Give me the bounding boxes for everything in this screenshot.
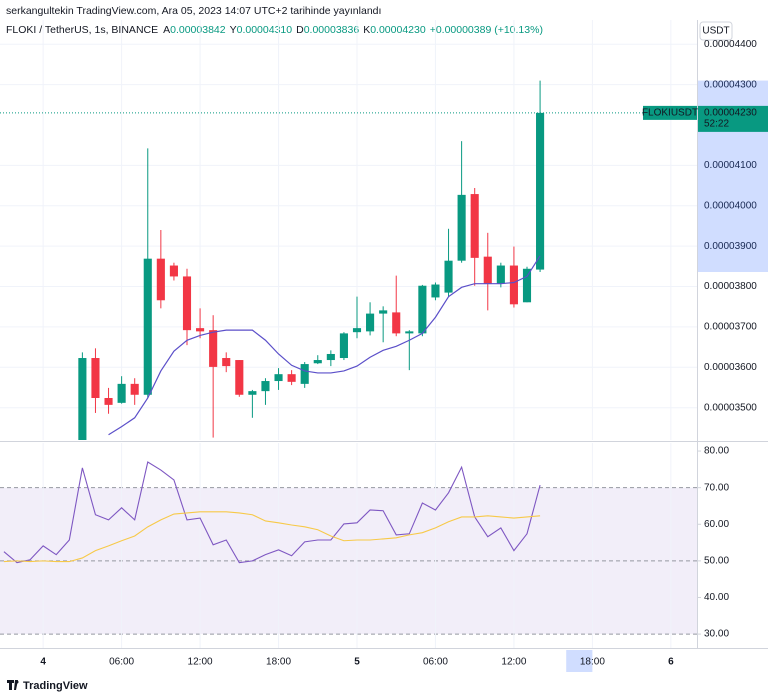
candle-body xyxy=(117,383,126,403)
candle-body xyxy=(522,268,532,303)
candle-body xyxy=(339,333,348,359)
x-tick-label: 06:00 xyxy=(423,657,448,668)
ohlc-label: A xyxy=(163,24,170,36)
y-tick-label: 0.00003900 xyxy=(704,241,757,252)
y-tick-label: 0.00004400 xyxy=(704,39,757,50)
plot xyxy=(0,20,697,440)
candle-body xyxy=(418,285,427,334)
y-tick-label: 60.00 xyxy=(704,519,729,530)
x-tick-label: 06:00 xyxy=(109,657,134,668)
candle-body xyxy=(130,383,139,395)
symbol-title: FLOKI / TetherUS, 1s, BINANCE xyxy=(6,24,158,36)
ohlc-value: 0.00003836 xyxy=(304,24,360,36)
x-tick-label: 5 xyxy=(354,657,360,668)
publisher: serkangultekin TradingView.com, Ara 05, … xyxy=(6,5,381,17)
ohlc-label: K xyxy=(363,24,370,36)
candle-body xyxy=(431,284,440,298)
x-tick-label: 18:00 xyxy=(580,657,605,668)
y-tick-label: 0.00003800 xyxy=(704,281,757,292)
candle-body xyxy=(366,313,375,332)
ohlc-label: Y xyxy=(230,24,237,36)
currency: USDT xyxy=(702,26,729,37)
candle-body xyxy=(405,331,414,334)
brand-logo xyxy=(7,680,19,690)
candle-body xyxy=(536,112,545,270)
candle-body xyxy=(248,391,257,395)
x-tick-label: 4 xyxy=(40,657,46,668)
countdown: 52:22 xyxy=(704,119,729,130)
candle-body xyxy=(287,374,296,382)
ohlc-value: 0.00004310 xyxy=(237,24,293,36)
candle-body xyxy=(78,358,87,440)
candle-body xyxy=(457,194,466,261)
ohlc-label: D xyxy=(296,24,304,36)
x-tick-label: 6 xyxy=(668,657,674,668)
last-price-box xyxy=(698,105,768,132)
rsi-ma-line xyxy=(3,511,541,563)
candle-body xyxy=(496,265,505,284)
candle-body xyxy=(261,381,270,392)
y-tick-label: 0.00003600 xyxy=(704,362,757,373)
candle-body xyxy=(104,398,113,405)
y-tick-label: 40.00 xyxy=(704,592,729,603)
candle-body xyxy=(509,265,518,305)
candle-body xyxy=(483,256,492,284)
candle-body xyxy=(313,360,322,364)
x-tick-label: 12:00 xyxy=(188,657,213,668)
currency-box[interactable] xyxy=(699,21,733,41)
y-tick-label: 0.00003500 xyxy=(704,402,757,413)
candle-body xyxy=(182,276,192,331)
candle-body xyxy=(300,364,309,384)
candle-body xyxy=(91,358,100,398)
candle-body xyxy=(169,265,178,277)
candle-body xyxy=(235,360,244,395)
symbol-label-box xyxy=(643,105,697,120)
rsi-band xyxy=(0,487,697,635)
candle-body xyxy=(222,358,231,367)
x-tick-label: 12:00 xyxy=(501,657,526,668)
candle-body xyxy=(196,328,205,332)
candle-body xyxy=(326,353,335,361)
candle-body xyxy=(379,310,388,314)
candle-body xyxy=(274,374,283,382)
rsi-line xyxy=(3,461,541,564)
y-tick-label: 30.00 xyxy=(704,629,729,640)
candle-body xyxy=(444,260,453,293)
symbol-label: FLOKIUSDT xyxy=(642,108,698,119)
brand: TradingView xyxy=(23,680,88,692)
y-tick-label: 80.00 xyxy=(704,446,729,457)
y-tick-label: 70.00 xyxy=(704,482,729,493)
y-tick-label: 50.00 xyxy=(704,556,729,567)
candle-body xyxy=(156,258,165,301)
time-highlight xyxy=(566,650,593,672)
ohlc-value: 0.00003842 xyxy=(170,24,226,36)
candle-body xyxy=(392,312,401,334)
ohlc-value: 0.00004230 xyxy=(370,24,426,36)
x-tick-label: 18:00 xyxy=(266,657,291,668)
last-price: 0.00004230 xyxy=(704,108,757,119)
symbol-legend: FLOKI / TetherUS, 1s, BINANCE A0.00003842… xyxy=(6,24,543,36)
change: +0.00000389 (+10.13%) xyxy=(430,24,543,36)
candle-body xyxy=(209,330,218,367)
candle-body xyxy=(352,328,362,333)
y-tick-label: 0.00004300 xyxy=(704,79,757,90)
y-tick-label: 0.00003700 xyxy=(704,322,757,333)
y-tick-label: 0.00004100 xyxy=(704,160,757,171)
candle-body xyxy=(143,258,152,395)
candle-body xyxy=(470,194,479,258)
moving-average xyxy=(108,255,541,436)
y-tick-label: 0.00004000 xyxy=(704,200,757,211)
